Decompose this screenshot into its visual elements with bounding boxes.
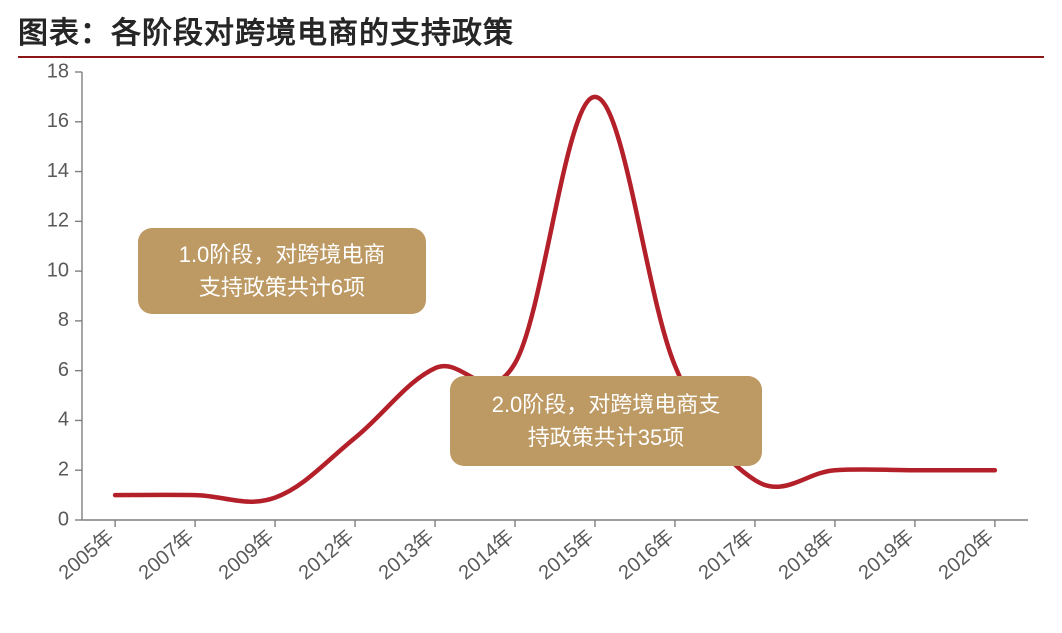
y-tick-label: 10: [47, 259, 69, 281]
x-tick-label: 2005年: [54, 525, 118, 584]
title-bar: 图表：各阶段对跨境电商的支持政策: [0, 0, 1062, 54]
x-tick-label: 2018年: [774, 525, 838, 584]
x-tick-label: 2019年: [854, 525, 918, 584]
y-tick-label: 18: [47, 60, 69, 82]
x-tick-label: 2012年: [294, 525, 358, 584]
callout-phase1: 1.0阶段，对跨境电商支持政策共计6项: [138, 228, 426, 314]
y-tick-label: 16: [47, 110, 69, 132]
x-tick-label: 2020年: [934, 525, 998, 584]
chart-area: 0 2 4 6 8 10 12 14 16 18 2005年 2007年 2009年 2012年 2013年…: [18, 58, 1044, 618]
y-tick-label: 6: [58, 359, 69, 381]
x-tick-label: 2007年: [134, 525, 198, 584]
x-tick-label: 2015年: [534, 525, 598, 584]
y-tick-label: 0: [58, 508, 69, 530]
y-tick-label: 2: [58, 459, 69, 481]
y-tick-label: 12: [47, 210, 69, 232]
callout-line: 支持政策共计6项: [199, 275, 365, 300]
callout-line: 1.0阶段，对跨境电商: [179, 242, 386, 267]
x-tick-label: 2013年: [374, 525, 438, 584]
y-tick-label: 14: [47, 160, 69, 182]
x-tick-label: 2016年: [614, 525, 678, 584]
line-chart-svg: 0 2 4 6 8 10 12 14 16 18 2005年 2007年 2009年 2012年 2013年…: [18, 58, 1044, 618]
callout-line: 2.0阶段，对跨境电商支: [492, 392, 721, 417]
callout-line: 持政策共计35项: [528, 425, 684, 450]
x-tick-label: 2009年: [214, 525, 278, 584]
chart-title: 图表：各阶段对跨境电商的支持政策: [18, 8, 1062, 52]
x-tick-label: 2017年: [694, 525, 758, 584]
y-tick-label: 4: [58, 409, 69, 431]
x-tick-label: 2014年: [454, 525, 518, 584]
y-tick-label: 8: [58, 309, 69, 331]
callout-phase2: 2.0阶段，对跨境电商支持政策共计35项: [450, 376, 762, 466]
